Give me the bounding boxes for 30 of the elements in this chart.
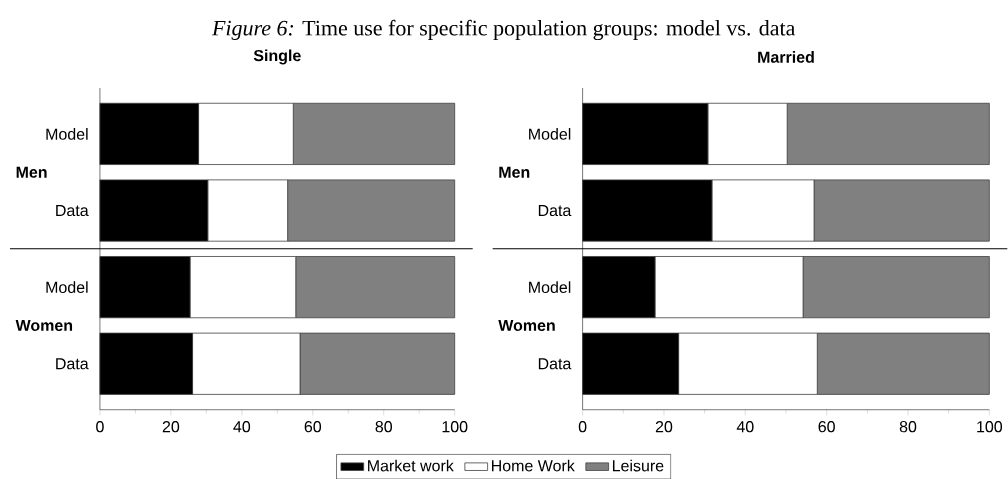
x-tick-label: 100	[442, 420, 468, 433]
chart-subtitle: Single	[253, 49, 301, 65]
x-tick-label: 0	[578, 420, 587, 433]
text: Men	[16, 166, 47, 178]
y-tick-label: Model	[46, 127, 88, 140]
x-tick-label: 0	[96, 420, 104, 433]
y-tick-label: Model	[529, 127, 571, 140]
chart-title: Married	[758, 50, 814, 63]
y-tick-label: Model	[46, 281, 88, 293]
y-tick-label: Data	[56, 358, 89, 370]
x-tick-label: 20	[162, 420, 180, 433]
y-tick-label: Data	[538, 204, 572, 216]
text: Figure 6: Time use for specific population groups: model vs. data	[211, 19, 796, 40]
y-tick-label: Data	[56, 204, 89, 216]
text: Men	[499, 166, 530, 178]
x-tick-label: 60	[304, 420, 322, 433]
text: Women	[498, 319, 555, 331]
x-tick-label: 80	[899, 420, 917, 433]
x-tick-label: 40	[233, 420, 251, 433]
x-tick-label: 60	[818, 420, 835, 433]
x-tick-label: 80	[375, 420, 393, 433]
legend-label: Home Work	[492, 459, 575, 472]
legend-label: Market work	[368, 459, 454, 472]
text: Women	[15, 319, 73, 331]
y-tick-label: Data	[538, 358, 572, 370]
x-tick-label: 100	[977, 420, 1003, 433]
x-tick-label: 20	[655, 420, 673, 433]
y-tick-label: Model	[529, 281, 571, 293]
legend-label: Leisure	[612, 459, 664, 472]
x-tick-label: 40	[736, 420, 754, 433]
